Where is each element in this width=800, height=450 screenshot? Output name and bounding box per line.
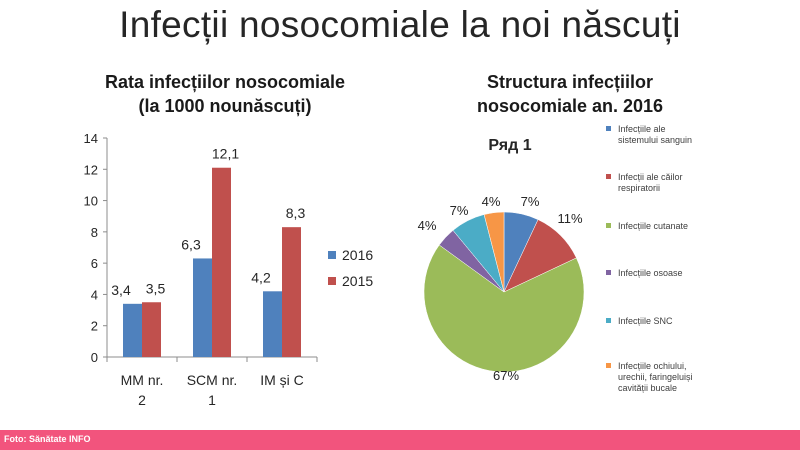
bar-2015	[282, 227, 301, 357]
legend-swatch-2016	[328, 251, 336, 259]
pie-legend-swatch	[606, 126, 611, 131]
data-label: 6,3	[181, 236, 201, 252]
y-tick-label: 12	[84, 162, 98, 177]
y-tick-label: 8	[91, 225, 98, 240]
pie-legend-label: Infecțiile cutanate	[618, 221, 688, 231]
pie-legend-label: Infecțiile ale	[618, 124, 666, 134]
bar-chart: 0 2 4 6 8 10 12 14 MM nr. 2 3,4 3,5 SCM nr. 1 6,3 12,1 I…	[84, 131, 374, 408]
pie-legend-swatch	[606, 363, 611, 368]
legend-label-2015: 2015	[342, 273, 373, 289]
x-tick-label: MM nr.	[121, 372, 164, 388]
x-tick-label: IM și C	[260, 372, 304, 388]
pie-legend-swatch	[606, 223, 611, 228]
pie-series-name: Ряд 1	[488, 137, 531, 154]
y-tick-label: 2	[91, 319, 98, 334]
bar-2016	[193, 258, 212, 357]
pie-chart: 7% 11% 67% 4% 7% 4% Ряд 1 Infecțiile alesistemu…	[418, 124, 693, 393]
pie-slice	[423, 244, 585, 373]
data-label: 3,4	[111, 282, 131, 298]
pie-pct-label: 7%	[450, 203, 469, 218]
y-tick-label: 0	[91, 350, 98, 365]
y-tick-label: 10	[84, 194, 98, 209]
pie-legend-label: Infecțiile osoase	[618, 268, 683, 278]
legend-swatch-2015	[328, 277, 336, 285]
pie-legend-label: cavității bucale	[618, 383, 677, 393]
pie-legend-swatch	[606, 318, 611, 323]
pie-pct-label: 67%	[493, 368, 519, 383]
x-tick-label: 1	[208, 392, 216, 408]
pie-legend-label: Infecțiile SNC	[618, 316, 673, 326]
x-tick-label: SCM nr.	[187, 372, 238, 388]
y-tick-label: 14	[84, 131, 98, 146]
pie-pct-label: 7%	[521, 194, 540, 209]
bar-2016	[263, 291, 282, 357]
bar-2015	[212, 167, 231, 357]
data-label: 8,3	[286, 205, 306, 221]
pie-slice	[483, 211, 505, 293]
pie-chart-subtitle: nosocomiale an. 2016	[476, 96, 664, 116]
legend-label-2016: 2016	[342, 247, 373, 263]
x-tick-label: 2	[138, 392, 146, 408]
bar-2016	[123, 303, 142, 357]
data-label: 4,2	[251, 269, 271, 285]
pie-pct-label: 11%	[557, 211, 582, 226]
pie-pct-label: 4%	[418, 218, 437, 233]
page-title: Infecții nosocomiale la noi născuți	[119, 4, 681, 45]
pie-legend-swatch	[606, 174, 611, 179]
pie-pct-label: 4%	[482, 194, 501, 209]
photo-credit: Foto: Sănătate INFO	[4, 434, 91, 444]
data-label: 12,1	[212, 146, 239, 162]
y-tick-label: 4	[91, 287, 98, 302]
footer-bar: Foto: Sănătate INFO	[0, 430, 800, 450]
pie-legend-label: Infecții ale căilor	[618, 172, 683, 182]
bar-2015	[142, 302, 161, 357]
pie-legend-swatch	[606, 270, 611, 275]
pie-chart-title: Structura infecțiilor nosocomiale an. 20…	[420, 70, 720, 118]
data-label: 3,5	[146, 280, 166, 296]
bar-chart-title-line1: Rata infecțiilor nosocomiale	[104, 72, 346, 92]
pie-legend-label: sistemului sanguin	[618, 135, 692, 145]
pie-chart-title-line1: Structura infecțiilor	[486, 72, 654, 92]
y-tick-label: 6	[91, 256, 98, 271]
bar-chart-title: Rata infecțiilor nosocomiale (la 1000 no…	[70, 70, 380, 118]
pie-legend-label: urechii, faringeluiși	[618, 372, 693, 382]
bar-chart-subtitle: (la 1000 nounăscuți)	[138, 96, 312, 116]
pie-legend-label: Infecțiile ochiului,	[618, 361, 687, 371]
pie-legend-label: respiratorii	[618, 183, 660, 193]
